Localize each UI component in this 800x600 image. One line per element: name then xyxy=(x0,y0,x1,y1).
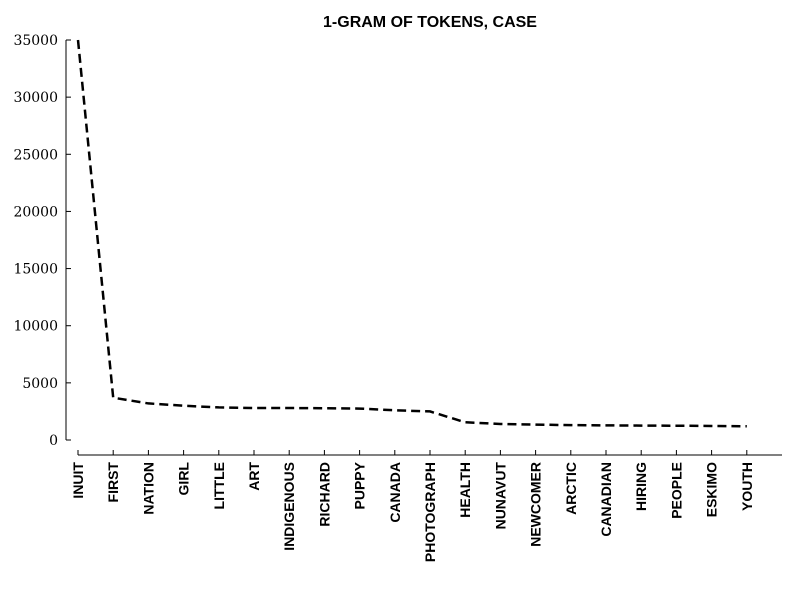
x-tick-label: LITTLE xyxy=(211,462,227,509)
y-tick-label: 5000 xyxy=(22,376,58,392)
series-line xyxy=(76,39,747,428)
x-tick-label: ESKIMO xyxy=(704,462,720,517)
x-tick-label: PEOPLE xyxy=(668,462,684,519)
x-tick-label: NUNAVUT xyxy=(492,462,508,530)
x-tick-label: RICHARD xyxy=(316,462,332,527)
y-tick-label: 0 xyxy=(49,433,58,449)
y-ticks: 0 5000 10000 15000 20000 25000 30000 35000 xyxy=(13,33,71,449)
x-tick-label: CANADIAN xyxy=(598,462,614,537)
y-tick-label: 25000 xyxy=(13,147,58,163)
x-tick-label: INUIT xyxy=(70,462,86,499)
x-ticks: INUIT FIRST NATION GIRL LITTLE ART INDIGENOUS R… xyxy=(70,450,755,562)
x-tick-label: YOUTH xyxy=(739,462,755,511)
x-tick-label: FIRST xyxy=(105,462,121,503)
x-tick-label: ARCTIC xyxy=(563,462,579,515)
x-tick-label: INDIGENOUS xyxy=(281,462,297,551)
x-tick-label: HIRING xyxy=(633,462,649,511)
y-tick-label: 30000 xyxy=(13,90,58,106)
y-tick-label: 15000 xyxy=(13,262,58,278)
x-tick-label: GIRL xyxy=(176,462,192,496)
x-tick-label: PHOTOGRAPH xyxy=(422,462,438,562)
x-tick-label: NEWCOMER xyxy=(528,462,544,547)
x-tick-label: HEALTH xyxy=(457,462,473,518)
y-tick-label: 10000 xyxy=(13,319,58,335)
chart-title: 1-GRAM OF TOKENS, CASE xyxy=(323,14,537,31)
axes xyxy=(65,40,782,456)
x-tick-label: PUPPY xyxy=(352,461,368,509)
x-tick-label: NATION xyxy=(140,462,156,515)
y-tick-label: 20000 xyxy=(13,204,58,220)
series-group xyxy=(76,39,747,428)
x-tick-label: ART xyxy=(246,462,262,491)
x-tick-label: CANADA xyxy=(387,462,403,523)
y-tick-label: 35000 xyxy=(13,33,58,49)
